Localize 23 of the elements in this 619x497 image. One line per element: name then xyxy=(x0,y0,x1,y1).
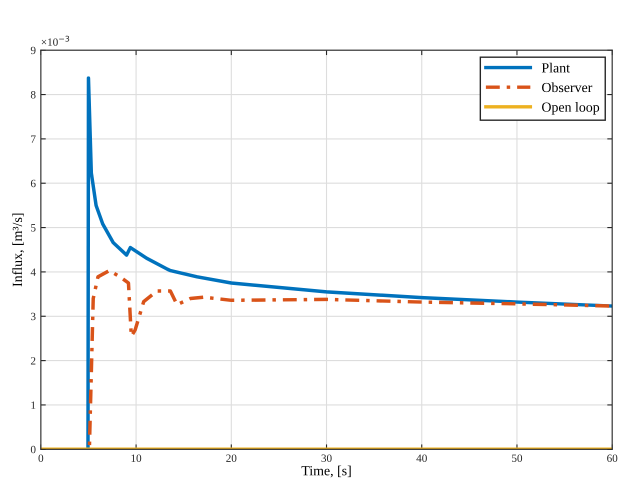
x-tick-label: 20 xyxy=(226,454,236,462)
y-tick-label: 2 xyxy=(30,357,36,364)
x-tick-label: 50 xyxy=(512,454,522,462)
x-axis-title: Time, [s] xyxy=(302,466,351,478)
y-tick-label: 4 xyxy=(30,268,36,276)
x-tick-label: 10 xyxy=(132,454,142,462)
x-tick-label: 30 xyxy=(322,454,332,462)
legend-label: Open loop xyxy=(542,102,600,115)
y-tick-label: 8 xyxy=(30,91,36,99)
text: ×10$^{−3}$ xyxy=(42,36,70,46)
y-axis-title: Influx, [m³/s] xyxy=(12,214,24,286)
legend-label: Plant xyxy=(542,62,570,73)
y-tick-label: 9 xyxy=(30,46,36,54)
y-tick-label: 7 xyxy=(31,135,36,143)
y-tick-label: 1 xyxy=(31,401,36,409)
y-tick-label: 3 xyxy=(30,312,36,320)
x-tick-label: 0 xyxy=(38,454,44,462)
x-tick-label: 40 xyxy=(416,454,427,462)
x-tick-label: 60 xyxy=(607,454,618,462)
y-tick-label: 6 xyxy=(30,180,36,188)
y-tick-label: 0 xyxy=(30,446,36,454)
legend-label: Observer xyxy=(542,82,592,92)
y-tick-label: 5 xyxy=(31,224,36,232)
